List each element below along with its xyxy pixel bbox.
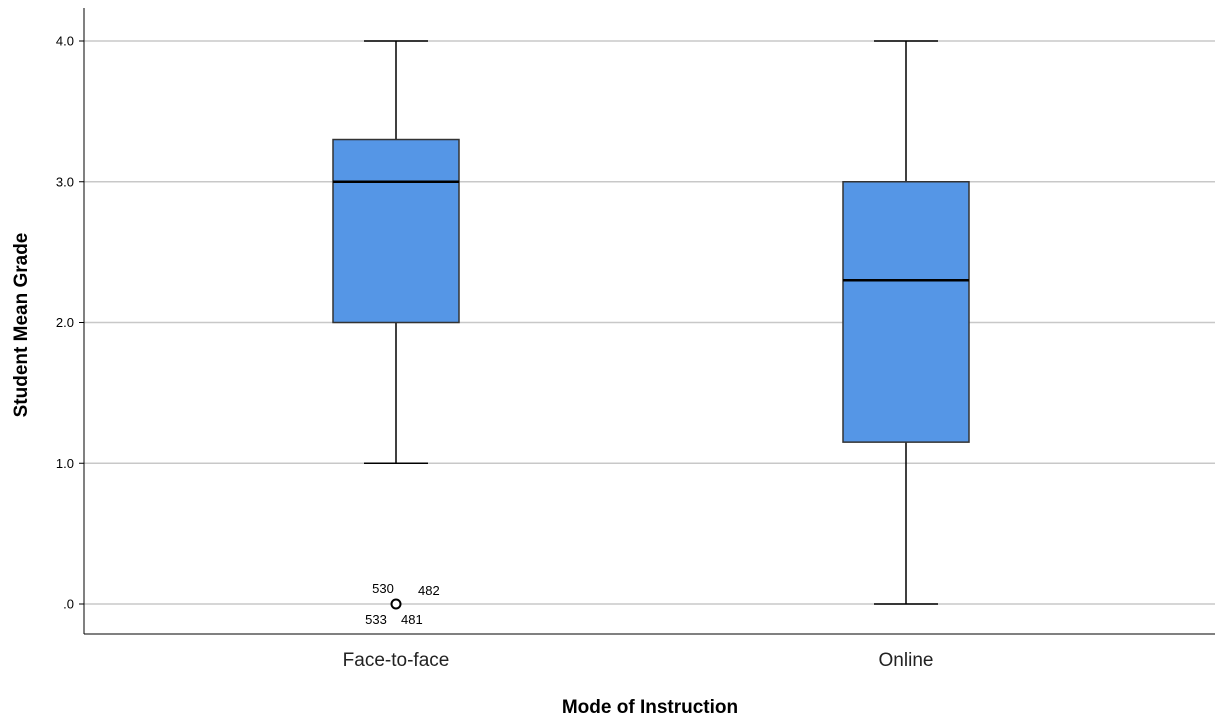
box-face-to-face: 530 482 533 481: [332, 40, 460, 627]
box-online: [842, 40, 970, 605]
iqr-box-online: [842, 181, 970, 443]
y-tick-label-3: 3.0: [56, 174, 74, 189]
iqr-box-face-to-face: [332, 138, 460, 324]
y-tick-label-0: .0: [63, 597, 74, 612]
outlier-label-530: 530: [372, 581, 394, 596]
outlier-label-482: 482: [418, 583, 440, 598]
x-axis-title: Mode of Instruction: [562, 697, 738, 718]
outlier-label-533: 533: [365, 612, 387, 627]
gridlines: [84, 40, 1215, 605]
y-tick-label-2: 2.0: [56, 315, 74, 330]
outlier-point-face-to-face-0: [390, 598, 402, 610]
y-axis-title: Student Mean Grade: [11, 233, 32, 418]
y-tick-label-4: 4.0: [56, 34, 74, 49]
x-category-label-face-to-face: Face-to-face: [343, 650, 450, 671]
x-axis-categories: Face-to-face Online: [343, 650, 934, 671]
x-category-label-online: Online: [879, 650, 934, 671]
y-axis-ticks: .0 1.0 2.0 3.0 4.0: [56, 34, 84, 612]
outlier-label-481: 481: [401, 612, 423, 627]
boxes: 530 482 533 481: [332, 40, 970, 627]
y-tick-label-1: 1.0: [56, 456, 74, 471]
